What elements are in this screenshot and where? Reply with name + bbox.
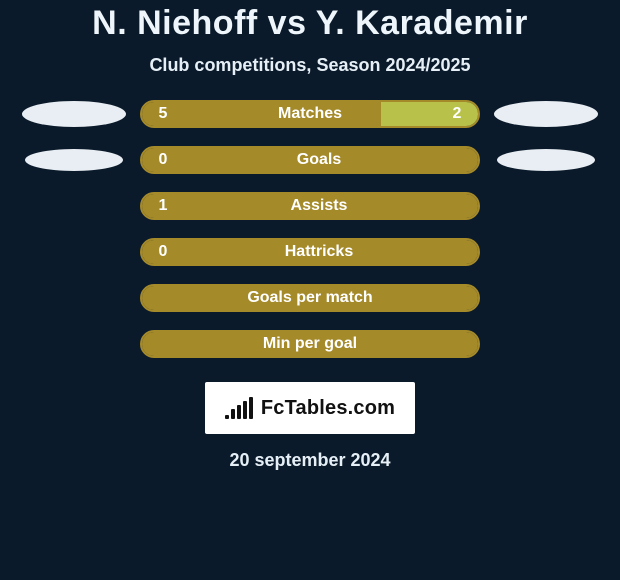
player-right-silhouette (492, 100, 600, 128)
spacer (20, 330, 128, 358)
comparison-card: N. Niehoff vs Y. Karademir Club competit… (0, 0, 620, 580)
page-root: N. Niehoff vs Y. Karademir Club competit… (0, 0, 620, 580)
stat-rows-container: 5Matches20Goals1Assists0HattricksGoals p… (0, 100, 620, 358)
stat-row: Goals per match (0, 284, 620, 312)
competition-subtitle: Club competitions, Season 2024/2025 (0, 55, 620, 76)
spacer (492, 330, 600, 358)
logo-text: FcTables.com (261, 397, 395, 420)
stat-bar: Goals per match (140, 284, 480, 312)
spacer (20, 238, 128, 266)
stat-row: 0Goals (0, 146, 620, 174)
stat-bar: Min per goal (140, 330, 480, 358)
stat-row: 0Hattricks (0, 238, 620, 266)
stat-row: 1Assists (0, 192, 620, 220)
stat-bar: 1Assists (140, 192, 480, 220)
spacer (492, 192, 600, 220)
player-left-silhouette (20, 146, 128, 174)
stat-right-value: 2 (448, 105, 466, 123)
spacer (492, 284, 600, 312)
page-title: N. Niehoff vs Y. Karademir (0, 4, 620, 43)
spacer (20, 284, 128, 312)
stat-left-value: 5 (154, 105, 172, 123)
snapshot-date: 20 september 2024 (0, 450, 620, 471)
stat-left-value: 0 (154, 243, 172, 261)
stat-label: Goals per match (154, 289, 466, 307)
stat-label: Hattricks (172, 243, 466, 261)
stat-left-value: 0 (154, 151, 172, 169)
spacer (492, 238, 600, 266)
stat-label: Assists (172, 197, 466, 215)
stat-bar: 0Goals (140, 146, 480, 174)
player-left-silhouette (20, 100, 128, 128)
spacer (20, 192, 128, 220)
stat-bar: 5Matches2 (140, 100, 480, 128)
stat-bar: 0Hattricks (140, 238, 480, 266)
stat-row: 5Matches2 (0, 100, 620, 128)
stat-row: Min per goal (0, 330, 620, 358)
fctables-logo: FcTables.com (205, 382, 415, 434)
stat-label: Min per goal (154, 335, 466, 353)
stat-left-value: 1 (154, 197, 172, 215)
bars-icon (225, 397, 253, 419)
stat-label: Matches (172, 105, 448, 123)
player-right-silhouette (492, 146, 600, 174)
stat-label: Goals (172, 151, 466, 169)
